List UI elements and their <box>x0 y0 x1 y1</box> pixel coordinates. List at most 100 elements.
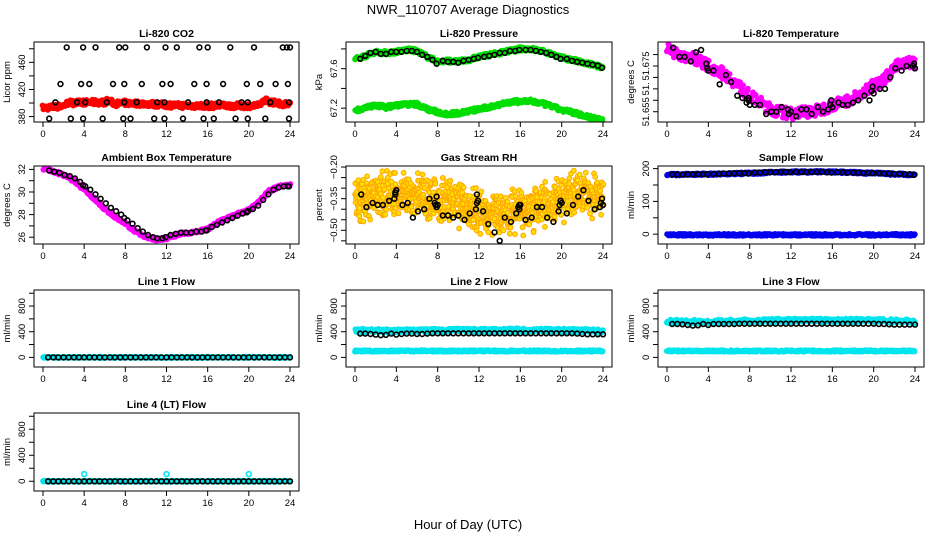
data-point <box>400 169 407 176</box>
data-point <box>745 170 752 177</box>
series-avg <box>357 46 606 71</box>
data-point <box>369 199 376 207</box>
data-point <box>379 201 387 209</box>
data-point <box>210 115 218 122</box>
data-point <box>869 170 876 177</box>
data-layer <box>352 167 607 244</box>
data-point <box>669 44 677 51</box>
data-layer <box>664 42 919 122</box>
data-point <box>154 99 161 106</box>
data-point <box>109 80 117 88</box>
data-point <box>382 50 390 58</box>
data-point <box>519 224 526 231</box>
data-point <box>566 181 573 187</box>
data-point <box>86 80 93 88</box>
data-point <box>162 44 169 51</box>
data-point <box>433 193 440 200</box>
data-point <box>501 49 508 57</box>
data-point <box>243 80 251 88</box>
data-point <box>262 115 269 122</box>
data-point <box>224 217 231 224</box>
data-point <box>134 225 141 232</box>
data-point <box>518 189 525 196</box>
x-tick-label: 0 <box>664 129 669 140</box>
data-point <box>548 51 555 58</box>
data-point <box>77 80 85 88</box>
x-tick-label: 4 <box>82 129 87 140</box>
data-point <box>599 201 607 209</box>
data-point <box>133 99 140 106</box>
data-point <box>460 184 467 191</box>
data-point <box>461 216 468 224</box>
data-layer <box>40 166 294 244</box>
series-lower <box>352 96 606 122</box>
data-point <box>570 167 577 174</box>
y-axis-label: ml/min <box>314 315 325 343</box>
data-point <box>173 44 181 51</box>
data-point <box>892 65 899 72</box>
data-point <box>517 201 524 209</box>
data-point <box>681 53 688 61</box>
data-point <box>139 228 147 235</box>
data-point <box>81 183 89 190</box>
data-point <box>778 103 785 111</box>
data-point <box>254 202 262 209</box>
y-tick-label: 460 <box>17 54 28 70</box>
x-tick-label: 12 <box>161 374 172 385</box>
data-point <box>204 44 211 51</box>
data-point <box>63 44 70 51</box>
y-tick-label: 0 <box>17 355 28 360</box>
x-tick-label: 16 <box>202 129 213 140</box>
data-point <box>697 46 705 54</box>
data-point <box>79 115 87 122</box>
data-point <box>413 48 421 56</box>
data-point <box>229 214 236 222</box>
data-point <box>272 80 279 88</box>
data-point <box>439 175 446 181</box>
data-point <box>474 54 482 61</box>
series-avg <box>358 187 607 244</box>
x-tick-label: 4 <box>706 251 711 262</box>
y-tick-label: 26 <box>17 232 28 243</box>
series-all <box>40 166 294 244</box>
data-point <box>881 85 889 93</box>
data-point <box>479 208 487 215</box>
data-point <box>52 99 59 106</box>
panel-title: Li-820 CO2 <box>139 28 194 40</box>
data-point <box>161 115 168 122</box>
data-point <box>455 212 462 219</box>
x-tick-label: 0 <box>40 129 45 140</box>
data-point <box>45 115 53 122</box>
x-tick-label: 0 <box>40 374 45 385</box>
data-point <box>538 216 545 223</box>
data-point <box>485 229 492 236</box>
data-point <box>122 44 129 51</box>
x-tick-label: 24 <box>910 251 921 262</box>
x-tick-label: 24 <box>285 251 296 262</box>
data-point <box>232 115 239 122</box>
data-point <box>910 171 918 179</box>
data-point <box>574 193 582 200</box>
x-tick-label: 12 <box>474 251 485 262</box>
data-point <box>828 169 835 176</box>
data-point <box>844 101 851 109</box>
data-point <box>67 115 75 122</box>
data-point <box>597 187 604 194</box>
data-point <box>257 80 264 88</box>
data-point <box>112 208 120 215</box>
data-point <box>756 101 764 109</box>
y-tick-label: 420 <box>17 82 28 98</box>
x-tick-label: 4 <box>394 129 399 140</box>
data-point <box>903 62 910 70</box>
data-point <box>385 197 393 205</box>
data-point <box>473 191 481 198</box>
x-tick-label: 16 <box>515 251 526 262</box>
data-point <box>587 210 593 217</box>
data-point <box>399 201 406 209</box>
data-point <box>159 80 166 88</box>
data-point <box>285 99 293 106</box>
x-tick-label: 0 <box>664 251 669 262</box>
